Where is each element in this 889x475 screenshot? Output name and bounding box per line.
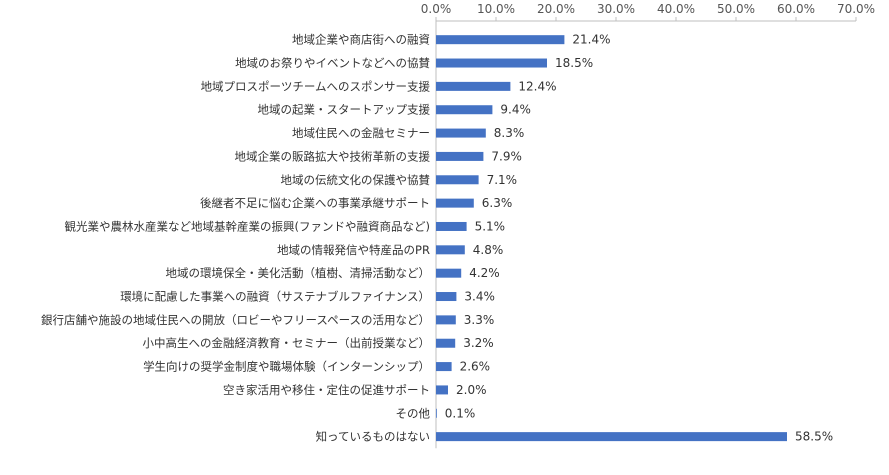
bar	[436, 58, 547, 68]
category-label: 地域プロスポーツチームへのスポンサー支援	[201, 79, 431, 93]
data-label: 21.4%	[572, 33, 610, 47]
category-label: 地域の環境保全・美化活動（植樹、清掃活動など）	[166, 266, 431, 280]
bar	[436, 292, 457, 302]
data-label: 12.4%	[518, 79, 556, 93]
category-label: 地域企業の販路拡大や技術革新の支援	[235, 149, 431, 163]
x-tick-label: 40.0%	[657, 2, 695, 16]
category-label: 学生向けの奨学金制度や職場体験（インターンシップ）	[143, 360, 430, 374]
x-tick-label: 60.0%	[777, 2, 815, 16]
data-label: 5.1%	[475, 219, 506, 233]
data-label: 58.5%	[795, 430, 833, 444]
axis-lines	[435, 20, 856, 449]
bar	[436, 245, 465, 255]
data-label: 6.3%	[482, 196, 513, 210]
bar	[436, 81, 511, 91]
bar	[436, 338, 456, 348]
data-label: 3.3%	[464, 313, 495, 327]
category-label: 空き家活用や移住・定住の促進サポート	[223, 383, 430, 397]
category-label: 環境に配慮した事業への融資（サステナブルファイナンス）	[120, 290, 430, 304]
category-label: 観光業や農林水産業など地域基幹産業の振興(ファンドや融資商品など)	[65, 219, 430, 233]
category-label: 地域の情報発信や特産品のPR	[277, 243, 430, 257]
category-label: 地域住民への金融セミナー	[292, 126, 430, 140]
bar	[436, 35, 565, 45]
x-tick-label: 50.0%	[717, 2, 755, 16]
data-label: 4.2%	[469, 266, 500, 280]
category-label: 銀行店舗や施設の地域住民への開放（ロビーやフリースペースの活用など）	[41, 313, 430, 327]
data-label: 2.0%	[456, 383, 487, 397]
category-label: 地域企業や商店街への融資	[292, 33, 430, 47]
x-tick-label: 10.0%	[477, 2, 515, 16]
x-tick-label: 70.0%	[837, 2, 875, 16]
bar	[436, 268, 462, 278]
category-label: 小中高生への金融経済教育・セミナー（出前授業など）	[143, 336, 431, 350]
data-label: 0.1%	[445, 406, 476, 420]
category-label: 後継者不足に悩む企業への事業承継サポート	[200, 196, 430, 210]
category-label: 地域の伝統文化の保護や協賛	[281, 173, 431, 187]
bar	[436, 385, 448, 395]
x-tick-label: 0.0%	[421, 2, 452, 16]
data-label: 2.6%	[460, 360, 491, 374]
bar	[436, 105, 493, 115]
bar	[436, 198, 474, 208]
data-label: 9.4%	[500, 103, 531, 117]
data-label: 8.3%	[494, 126, 525, 140]
data-label: 4.8%	[473, 243, 504, 257]
bar	[436, 315, 456, 325]
data-label: 3.2%	[463, 336, 494, 350]
x-axis: 0.0% 10.0% 20.0% 30.0% 40.0% 50.0% 60.0% 70.0%	[421, 2, 875, 21]
bar	[436, 151, 484, 161]
bar	[436, 432, 787, 442]
bar	[436, 221, 467, 231]
data-labels: 21.4% 18.5% 12.4% 9.4% 8.3% 7.9% 7.1% 6.3% 5.1% 4…	[445, 33, 833, 444]
bar	[436, 408, 437, 418]
category-label: 知っているものはない	[316, 430, 430, 444]
x-tick-label: 20.0%	[537, 2, 575, 16]
data-label: 7.9%	[491, 149, 522, 163]
category-label: 地域のお祭りやイベントなどへの協賛	[235, 56, 430, 70]
bar	[436, 128, 486, 138]
category-label: 地域の起業・スタートアップ支援	[258, 103, 431, 117]
data-label: 3.4%	[464, 290, 495, 304]
x-tick-label: 30.0%	[597, 2, 635, 16]
bar	[436, 362, 452, 372]
bar	[436, 175, 479, 185]
category-labels: 地域企業や商店街への融資地域のお祭りやイベントなどへの協賛地域プロスポーツチーム…	[41, 33, 431, 444]
data-label: 18.5%	[555, 56, 593, 70]
bar-series	[436, 35, 787, 442]
data-label: 7.1%	[487, 173, 517, 187]
category-label: その他	[396, 406, 431, 420]
